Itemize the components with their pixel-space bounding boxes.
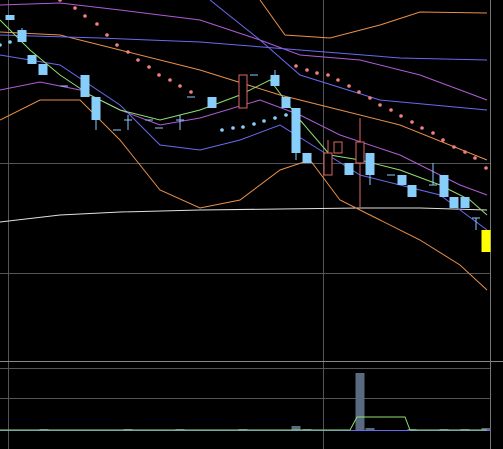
indicator-line [0,19,488,216]
candle-body [17,30,27,42]
candle-body [281,97,291,108]
sar-dot [231,126,235,130]
indicator-line [0,34,488,61]
volume-bar [481,428,491,430]
sar-dot [220,128,224,132]
sar-dot [357,90,361,94]
sar-dot [463,150,467,154]
sar-dot [73,6,77,10]
sar-dot [262,119,266,123]
sar-dot [284,113,288,117]
candle-body [291,108,301,153]
sar-dot [420,126,424,130]
candle-body [302,153,312,163]
volume-bar [355,373,365,430]
sar-dot [0,43,2,47]
sar-dot [189,90,193,94]
indicator-line [0,81,488,196]
candle-body [80,75,90,97]
candle-body [270,75,280,86]
sar-dot [347,84,351,88]
candle-body [207,97,217,108]
sar-dot [126,50,130,54]
sar-dot [273,116,277,120]
sar-dot [441,138,445,142]
sar-dot [389,108,393,112]
sar-dot [115,43,119,47]
volume-bar [365,428,375,430]
sar-dot [326,73,330,77]
indicator-line [209,0,488,111]
sar-dot [294,64,298,68]
candle-body [27,55,37,64]
volume-line [0,416,487,431]
candle-body [344,163,354,175]
sar-dot [473,156,477,160]
candle-body [449,197,459,208]
sar-dot [368,96,372,100]
sar-dot [452,145,456,149]
candle-body [91,97,101,120]
candle-body [365,153,375,175]
sar-dot [178,84,182,88]
indicator-line [0,99,488,291]
candle-body [38,64,48,75]
sar-dot [83,14,87,18]
sar-dot [305,68,309,72]
sar-dot [8,40,12,44]
candle-body [407,185,417,197]
sar-dot [431,131,435,135]
volume-bar [291,426,301,430]
indicator-line [0,207,488,223]
sar-dot [157,73,161,77]
sar-dot [241,125,245,129]
candle-body [355,141,365,164]
candle-body [238,74,248,109]
candle-body [439,175,449,197]
indicator-line [0,54,488,231]
candle-body [333,141,343,154]
sar-dot [399,114,403,118]
candle-body [323,152,333,176]
sar-dot [136,58,140,62]
sar-dot [95,22,99,26]
candle-body [460,197,470,208]
indicator-line [259,0,488,39]
sar-dot [315,71,319,75]
sar-dot [252,122,256,126]
candle-body [481,230,491,252]
sar-dot [58,0,62,2]
sar-dot [147,65,151,69]
sar-dot [378,103,382,107]
candle-body [5,15,15,20]
sar-dot [484,166,488,170]
sar-dot [168,78,172,82]
sar-dot [336,78,340,82]
sar-dot [410,120,414,124]
sar-dot [105,33,109,37]
candle-body [397,175,407,185]
